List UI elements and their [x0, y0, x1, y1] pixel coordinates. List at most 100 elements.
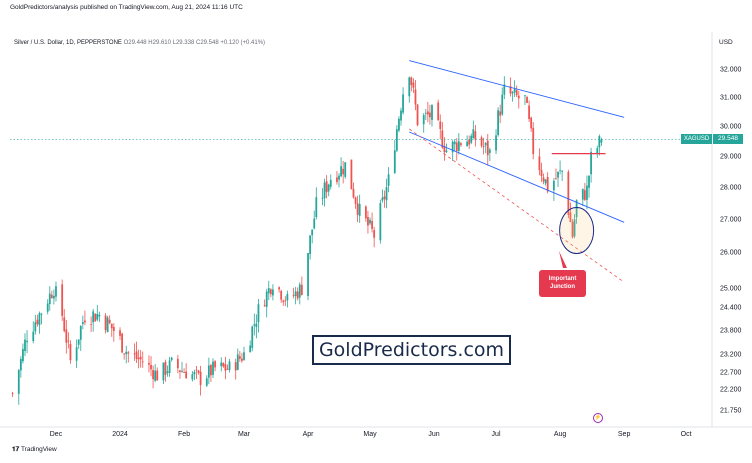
- candle-body: [437, 102, 440, 121]
- candle-body: [455, 142, 458, 151]
- ticker-tag: XAGUSD: [681, 134, 712, 144]
- candle-body: [253, 324, 256, 326]
- candle-body: [272, 289, 274, 296]
- brand-name: TradingView: [20, 446, 57, 453]
- candle-body: [503, 84, 506, 95]
- candle-body: [251, 326, 254, 348]
- symbol-info: Silver / U.S. Dollar, 1D, PEPPERSTONE O2…: [14, 40, 265, 46]
- candle-body: [34, 322, 37, 332]
- candle-body: [321, 197, 324, 199]
- candle-body: [600, 139, 603, 143]
- candle-body: [166, 371, 169, 374]
- candle-body: [323, 182, 326, 199]
- candle-body: [265, 291, 268, 307]
- candle-body: [32, 331, 35, 342]
- candle-body: [255, 323, 258, 327]
- candle-body: [364, 206, 367, 219]
- candle-body: [499, 111, 502, 116]
- time-tick-label: Feb: [178, 431, 190, 438]
- candle-body: [38, 313, 41, 326]
- junction-circle: [559, 207, 595, 255]
- candle-body: [280, 291, 283, 300]
- candle-body: [75, 347, 78, 361]
- candle-body: [383, 196, 386, 200]
- candle-body: [561, 171, 564, 172]
- candle-body: [263, 305, 266, 307]
- candle-body: [170, 357, 173, 361]
- candle-body: [356, 203, 359, 215]
- candle-body: [542, 177, 545, 182]
- candle-body: [79, 326, 82, 340]
- candle-body: [90, 324, 93, 326]
- event-flag-icon[interactable]: ⚡: [593, 413, 603, 423]
- candle-body: [104, 315, 107, 331]
- price-tick-label: 31.000: [720, 95, 742, 102]
- candle-body: [426, 111, 429, 115]
- candle-body: [55, 286, 57, 297]
- candle-body: [509, 86, 512, 94]
- candle-body: [193, 371, 196, 375]
- channel-lower-line: [409, 131, 625, 223]
- candle-body: [408, 77, 411, 97]
- candle-body: [67, 340, 70, 342]
- candle-body: [590, 151, 592, 175]
- candle-body: [94, 313, 97, 322]
- candle-body: [567, 171, 570, 215]
- candle-body: [501, 94, 504, 115]
- candle-body: [336, 177, 338, 183]
- candle-body: [65, 329, 68, 343]
- candle-body: [241, 358, 243, 361]
- price-tick-label: 24.400: [720, 305, 742, 312]
- candle-body: [480, 137, 483, 146]
- candle-body: [393, 150, 396, 173]
- candle-body: [358, 203, 361, 216]
- candle-body: [63, 317, 66, 331]
- candle-body: [340, 166, 342, 177]
- candle-body: [11, 393, 14, 395]
- candle-body: [517, 95, 520, 99]
- candle-body: [482, 146, 485, 148]
- candle-body: [439, 121, 442, 129]
- candle-body: [538, 156, 541, 171]
- time-tick-label: Apr: [303, 431, 315, 438]
- candle-body: [133, 353, 136, 355]
- candle-body: [581, 188, 584, 200]
- price-tick-label: 22.700: [720, 370, 742, 377]
- time-tick-label: Dec: [50, 431, 63, 438]
- price-tick-label: 30.000: [720, 124, 742, 131]
- candle-body: [313, 218, 316, 229]
- candle-body: [121, 333, 123, 353]
- price-tick-label: 22.200: [720, 387, 742, 394]
- candle-body: [484, 143, 487, 146]
- candle-body: [424, 112, 427, 114]
- candle-body: [338, 175, 340, 180]
- candle-body: [414, 89, 417, 105]
- candles: [11, 76, 603, 405]
- candle-body: [284, 300, 287, 302]
- candle-body: [352, 188, 355, 198]
- candle-body: [412, 82, 415, 88]
- candle-body: [141, 361, 144, 363]
- candle-body: [119, 330, 121, 336]
- candle-body: [127, 352, 130, 354]
- candle-body: [441, 130, 444, 148]
- candle-body: [267, 288, 270, 294]
- candle-body: [48, 293, 51, 305]
- candle-body: [199, 371, 202, 385]
- candle-body: [110, 323, 113, 329]
- candle-body: [468, 139, 471, 145]
- candle-body: [162, 362, 165, 381]
- candle-body: [125, 351, 128, 355]
- candle-body: [292, 295, 295, 296]
- candle-body: [379, 203, 382, 241]
- candle-body: [81, 322, 84, 325]
- candle-body: [22, 349, 24, 362]
- price-tick-label: 29.000: [720, 154, 742, 161]
- candle-body: [296, 291, 299, 299]
- candle-body: [195, 369, 198, 371]
- candle-body: [524, 95, 526, 97]
- candle-body: [402, 94, 404, 113]
- tradingview-logo[interactable]: 𝟏𝟕 TradingView: [12, 446, 57, 454]
- candle-body: [552, 180, 555, 191]
